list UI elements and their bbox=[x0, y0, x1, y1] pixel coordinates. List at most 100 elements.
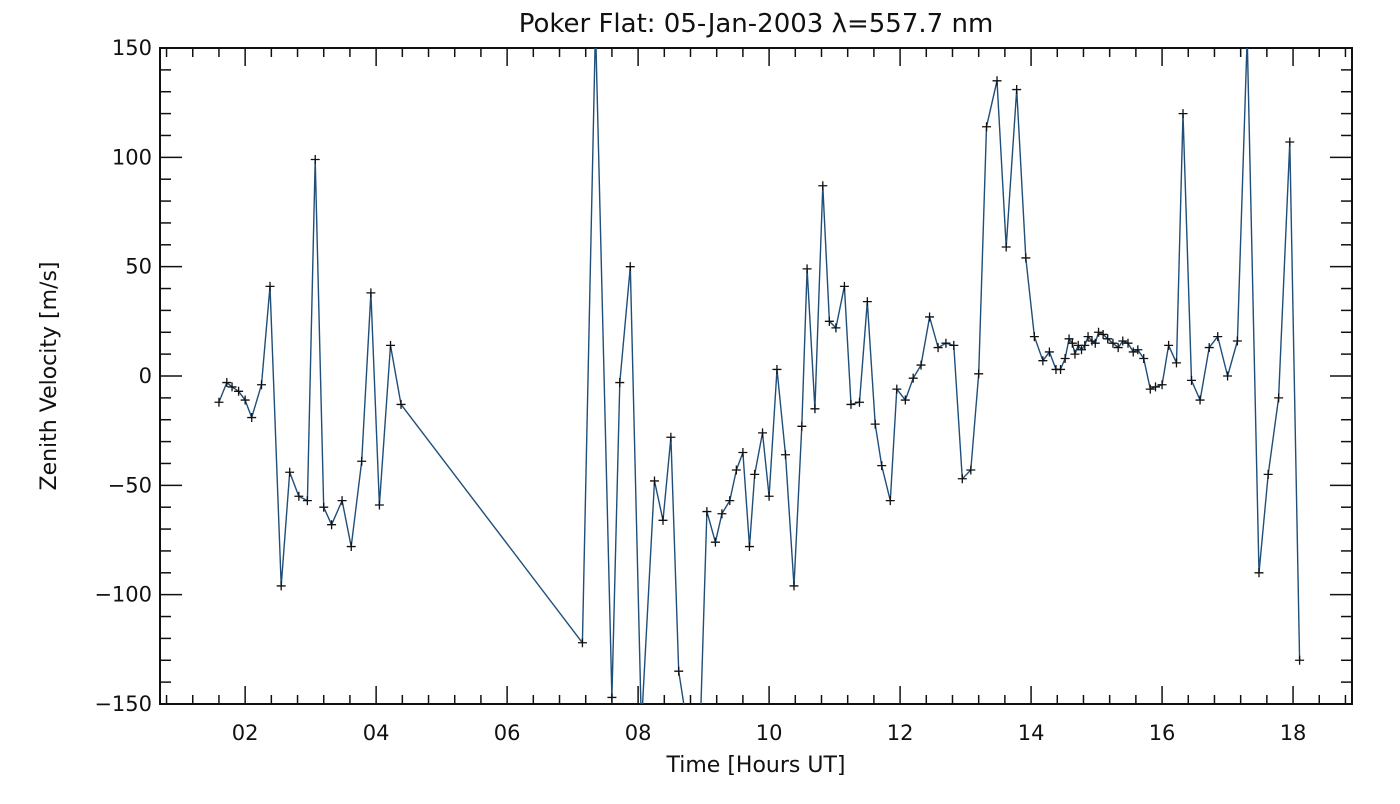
y-tick-label: 50 bbox=[125, 255, 152, 279]
data-point bbox=[710, 537, 720, 547]
data-point bbox=[1263, 469, 1273, 479]
data-point bbox=[925, 312, 935, 322]
data-point bbox=[227, 382, 237, 392]
data-point bbox=[810, 404, 820, 414]
data-point bbox=[744, 542, 754, 552]
data-point bbox=[1213, 332, 1223, 342]
x-tick-label: 08 bbox=[625, 721, 652, 745]
data-point bbox=[683, 721, 692, 730]
data-point bbox=[396, 399, 406, 409]
data-point bbox=[247, 413, 257, 423]
data-point bbox=[1012, 85, 1022, 95]
data-point bbox=[1038, 356, 1048, 366]
data-point bbox=[386, 340, 396, 350]
data-point bbox=[885, 496, 895, 506]
x-tick-label: 12 bbox=[887, 721, 914, 745]
data-point bbox=[1204, 343, 1214, 353]
data-point bbox=[1060, 354, 1070, 364]
data-point bbox=[892, 384, 902, 394]
data-point bbox=[696, 721, 705, 730]
x-axis-title: Time [Hours UT] bbox=[666, 753, 846, 778]
data-point bbox=[789, 581, 799, 591]
axis-ticks bbox=[160, 47, 1352, 705]
data-point bbox=[1098, 329, 1108, 339]
data-point bbox=[1021, 253, 1031, 263]
data-point bbox=[577, 638, 587, 648]
data-point bbox=[285, 467, 295, 477]
y-tick-label: 0 bbox=[139, 364, 152, 388]
x-tick-label: 18 bbox=[1280, 721, 1307, 745]
data-point bbox=[1029, 332, 1039, 342]
data-point bbox=[1001, 242, 1011, 252]
data-point bbox=[1232, 336, 1242, 346]
data-point bbox=[900, 395, 910, 405]
data-point bbox=[658, 515, 668, 525]
data-point bbox=[992, 76, 1002, 86]
data-point bbox=[1083, 332, 1093, 342]
data-point bbox=[702, 507, 712, 517]
data-point bbox=[780, 450, 790, 460]
data-point bbox=[1254, 568, 1264, 578]
data-point bbox=[1243, 33, 1252, 42]
data-point bbox=[1171, 358, 1181, 368]
data-point bbox=[319, 502, 329, 512]
data-point bbox=[1187, 375, 1197, 385]
chart-title: Poker Flat: 05-Jan-2003 λ=557.7 nm bbox=[519, 9, 994, 39]
data-point bbox=[1067, 338, 1077, 348]
data-point bbox=[916, 360, 926, 370]
plot-frame bbox=[159, 47, 1353, 705]
data-point bbox=[222, 378, 232, 388]
y-tick-label: −50 bbox=[108, 473, 152, 497]
data-point bbox=[831, 323, 841, 333]
data-point bbox=[1164, 340, 1174, 350]
data-point bbox=[649, 476, 659, 486]
data-point bbox=[607, 692, 617, 702]
data-point bbox=[240, 395, 250, 405]
data-point bbox=[265, 281, 275, 291]
data-point bbox=[1223, 371, 1233, 381]
data-point bbox=[870, 419, 880, 429]
data-point bbox=[366, 288, 376, 298]
data-point bbox=[666, 432, 676, 442]
y-axis-title: Zenith Velocity [m/s] bbox=[37, 262, 62, 491]
data-point bbox=[941, 338, 951, 348]
data-point bbox=[1151, 382, 1161, 392]
data-point bbox=[1108, 338, 1118, 348]
x-tick-label: 04 bbox=[363, 721, 390, 745]
data-point bbox=[974, 369, 984, 379]
data-point bbox=[1056, 364, 1066, 374]
data-point bbox=[1133, 345, 1143, 355]
x-tick-label: 14 bbox=[1018, 721, 1045, 745]
data-point bbox=[966, 465, 976, 475]
data-point bbox=[357, 456, 367, 466]
data-point bbox=[772, 364, 782, 374]
data-point bbox=[933, 343, 943, 353]
data-point bbox=[1157, 380, 1167, 390]
data-point bbox=[1274, 393, 1284, 403]
data-point bbox=[374, 500, 384, 510]
y-tick-label: 150 bbox=[112, 36, 152, 60]
data-point bbox=[1195, 395, 1205, 405]
data-point bbox=[908, 373, 918, 383]
data-point bbox=[750, 469, 760, 479]
y-tick-label: −150 bbox=[94, 692, 152, 716]
data-point bbox=[1103, 334, 1113, 344]
data-point bbox=[738, 448, 748, 458]
data-point bbox=[1090, 338, 1100, 348]
data-point bbox=[725, 496, 735, 506]
data-point bbox=[957, 474, 967, 484]
data-point bbox=[1118, 336, 1128, 346]
data-point bbox=[982, 122, 992, 132]
data-point bbox=[310, 155, 320, 165]
data-point bbox=[758, 428, 768, 438]
data-point bbox=[764, 491, 774, 501]
data-point bbox=[346, 542, 356, 552]
data-point bbox=[846, 399, 856, 409]
data-point bbox=[731, 465, 741, 475]
data-point bbox=[854, 397, 864, 407]
data-point bbox=[1285, 137, 1295, 147]
y-tick-label: −100 bbox=[94, 583, 152, 607]
data-point bbox=[674, 666, 684, 676]
data-point bbox=[214, 397, 224, 407]
